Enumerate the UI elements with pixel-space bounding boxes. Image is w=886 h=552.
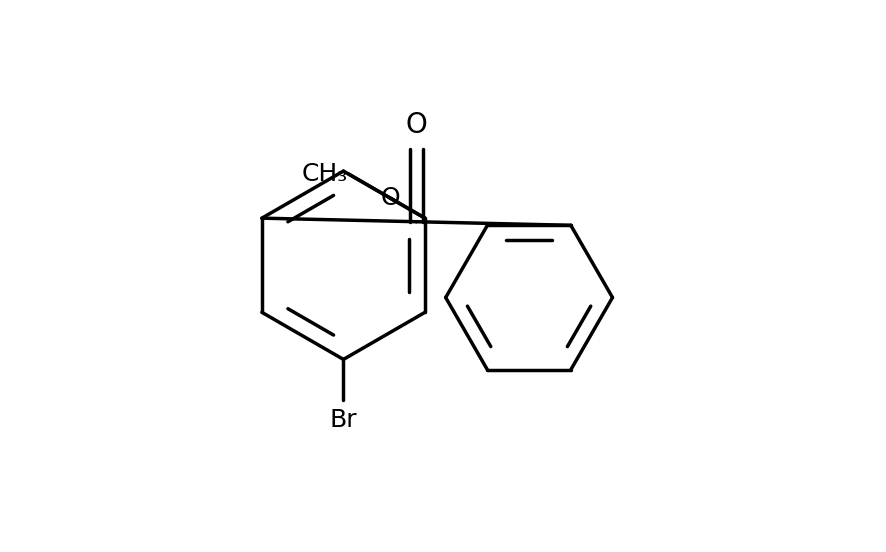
Text: Br: Br	[330, 408, 357, 432]
Text: CH₃: CH₃	[302, 162, 348, 186]
Text: O: O	[406, 112, 427, 140]
Text: O: O	[380, 186, 400, 210]
